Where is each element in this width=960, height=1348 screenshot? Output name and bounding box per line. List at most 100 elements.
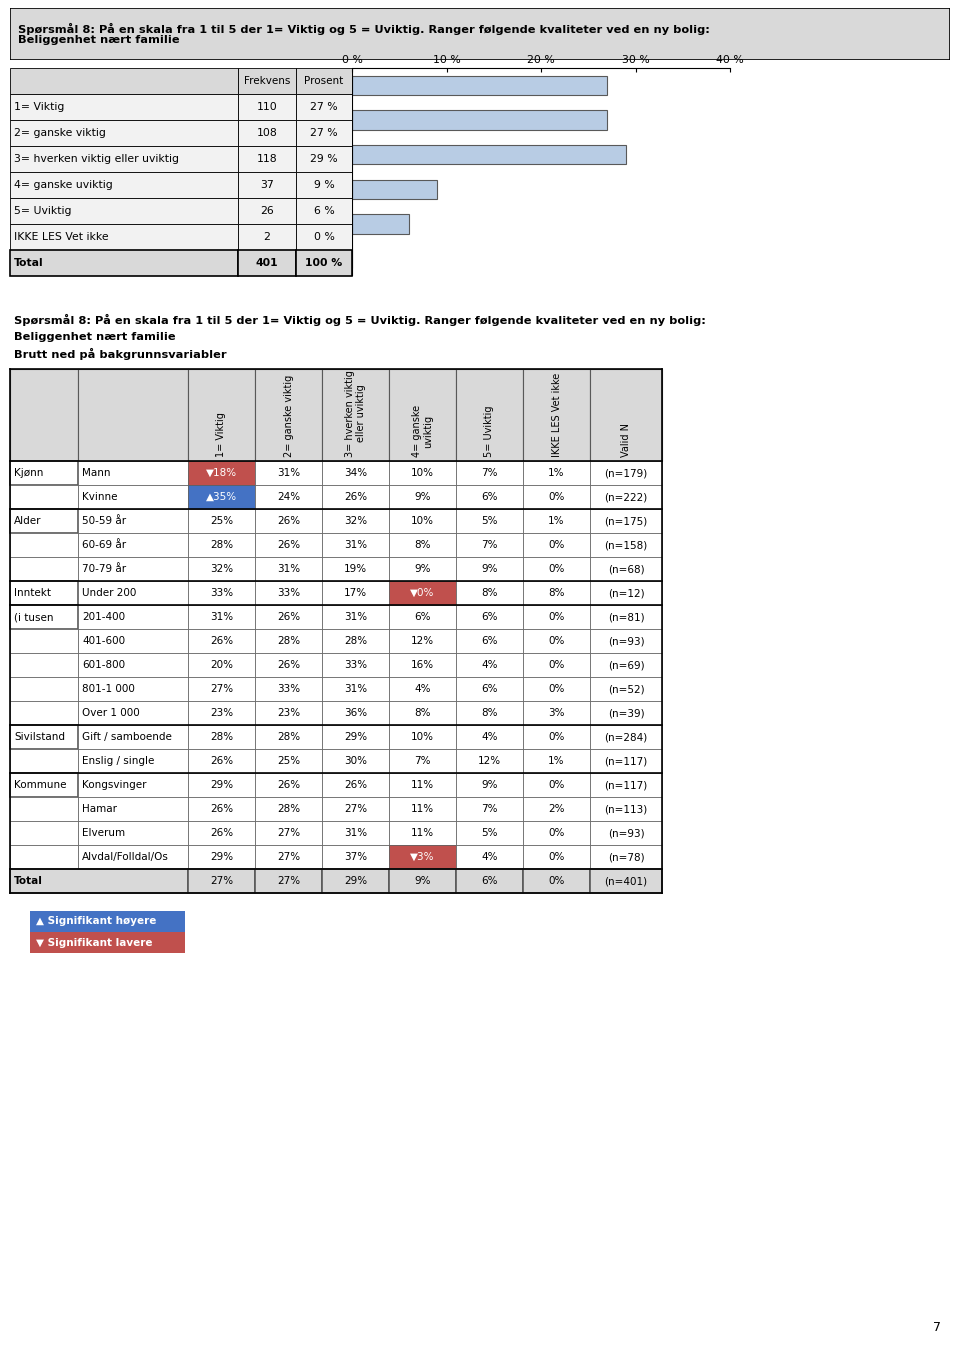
Text: Hamar: Hamar (82, 803, 117, 814)
Text: Valid N: Valid N (621, 423, 631, 457)
Bar (352, 179, 437, 200)
Bar (322, 510, 389, 532)
Text: 0%: 0% (548, 492, 564, 501)
Text: 16%: 16% (411, 661, 434, 670)
Bar (296, 224, 352, 249)
Text: 37%: 37% (344, 852, 367, 861)
Text: 10%: 10% (411, 732, 434, 741)
Text: 12%: 12% (411, 636, 434, 646)
Text: (n=93): (n=93) (608, 828, 644, 838)
Text: 6 %: 6 % (314, 206, 334, 216)
Text: 0%: 0% (548, 732, 564, 741)
Text: (n=284): (n=284) (605, 732, 648, 741)
Text: 1%: 1% (548, 516, 564, 526)
Text: 0%: 0% (548, 780, 564, 790)
Text: Kvinne: Kvinne (82, 492, 117, 501)
Text: 110: 110 (256, 102, 277, 112)
Bar (78, 605, 188, 630)
Bar (10, 120, 238, 146)
Bar (590, 652, 662, 677)
Bar (255, 749, 322, 772)
Bar (389, 532, 456, 557)
Text: 32%: 32% (210, 563, 233, 574)
Text: ▼18%: ▼18% (206, 468, 237, 479)
Text: Prosent: Prosent (304, 75, 344, 86)
Bar (389, 821, 456, 845)
Text: 5= Uviktig: 5= Uviktig (485, 406, 494, 457)
Text: 8%: 8% (481, 588, 497, 599)
Bar (10, 797, 78, 821)
Text: 29 %: 29 % (310, 154, 338, 164)
Bar (255, 869, 322, 892)
Bar (352, 75, 607, 94)
Text: 1= Viktig: 1= Viktig (14, 102, 64, 112)
Text: 26%: 26% (276, 516, 300, 526)
Bar (255, 369, 322, 461)
Text: 2%: 2% (548, 803, 564, 814)
Text: 0%: 0% (548, 563, 564, 574)
Text: 2: 2 (264, 232, 271, 243)
Text: 9%: 9% (415, 876, 431, 886)
Bar (456, 581, 523, 605)
Text: 27 %: 27 % (310, 128, 338, 137)
Bar (188, 532, 255, 557)
Text: 27 %: 27 % (310, 102, 338, 112)
Bar (188, 845, 255, 869)
Bar (389, 630, 456, 652)
Bar (590, 677, 662, 701)
Text: 3%: 3% (548, 708, 564, 718)
Bar (78, 725, 188, 749)
Bar (188, 772, 255, 797)
Text: (n=93): (n=93) (608, 636, 644, 646)
Bar (188, 725, 255, 749)
Bar (322, 605, 389, 630)
Bar (322, 557, 389, 581)
Bar (10, 581, 78, 605)
Text: 33%: 33% (276, 683, 300, 694)
Bar (456, 869, 523, 892)
Text: Alvdal/Folldal/Os: Alvdal/Folldal/Os (82, 852, 169, 861)
Bar (188, 821, 255, 845)
Bar (523, 749, 590, 772)
Text: 31%: 31% (344, 541, 367, 550)
Text: (n=222): (n=222) (605, 492, 648, 501)
Text: (n=158): (n=158) (605, 541, 648, 550)
Text: 6%: 6% (481, 876, 497, 886)
Bar (322, 485, 389, 510)
Text: 6%: 6% (481, 683, 497, 694)
Text: 1= Viktig: 1= Viktig (217, 412, 227, 457)
Text: 23%: 23% (276, 708, 300, 718)
Bar (523, 652, 590, 677)
Bar (255, 461, 322, 485)
Bar (322, 701, 389, 725)
Bar (523, 869, 590, 892)
Text: 27%: 27% (276, 852, 300, 861)
Bar (296, 173, 352, 198)
Bar (456, 510, 523, 532)
Text: 28%: 28% (276, 803, 300, 814)
Bar (456, 532, 523, 557)
Text: 4%: 4% (481, 732, 497, 741)
Text: 70-79 år: 70-79 år (82, 563, 126, 574)
Text: 9%: 9% (415, 563, 431, 574)
Text: 31%: 31% (210, 612, 233, 621)
Text: 10%: 10% (411, 468, 434, 479)
Text: 4%: 4% (415, 683, 431, 694)
Bar (78, 630, 188, 652)
Text: 6%: 6% (481, 636, 497, 646)
Text: 60-69 år: 60-69 år (82, 541, 126, 550)
Bar (255, 510, 322, 532)
Text: (n=81): (n=81) (608, 612, 644, 621)
Bar (456, 677, 523, 701)
Bar (456, 369, 523, 461)
Text: ▲ Signifikant høyere: ▲ Signifikant høyere (36, 917, 156, 926)
Bar (78, 845, 188, 869)
Bar (78, 369, 188, 461)
Bar (255, 725, 322, 749)
Bar (389, 605, 456, 630)
Text: 201-400: 201-400 (82, 612, 125, 621)
Text: 10%: 10% (411, 516, 434, 526)
Text: (i tusen: (i tusen (14, 612, 54, 621)
Bar (352, 214, 409, 233)
Text: 4%: 4% (481, 661, 497, 670)
